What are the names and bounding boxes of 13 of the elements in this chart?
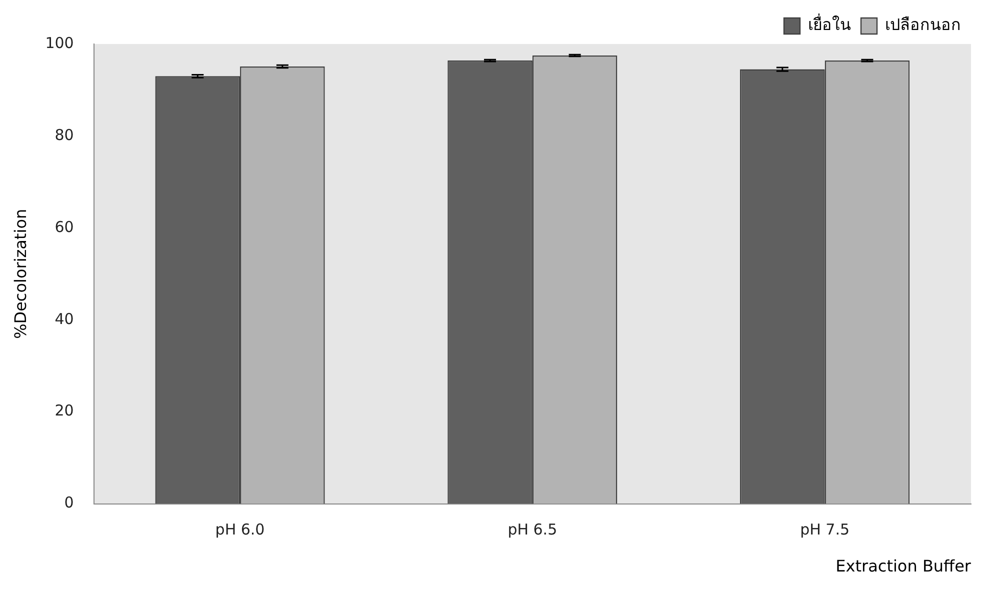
y-axis-title: %Decolorization <box>10 208 30 339</box>
legend-label: เยื่อใน <box>808 13 851 34</box>
y-tick-label: 0 <box>64 494 74 512</box>
x-tick-label: pH 6.5 <box>508 520 558 539</box>
x-axis-title: Extraction Buffer <box>836 556 972 576</box>
x-tick-label: pH 7.5 <box>800 520 850 539</box>
y-tick-label: 80 <box>54 126 74 144</box>
legend-label: เปลือกนอก <box>885 15 961 34</box>
x-tick-label: pH 6.0 <box>215 520 265 539</box>
y-tick-label: 100 <box>45 34 74 52</box>
y-tick-label: 40 <box>54 310 74 328</box>
y-tick-label: 20 <box>54 402 74 420</box>
y-tick-label: 60 <box>54 218 74 236</box>
